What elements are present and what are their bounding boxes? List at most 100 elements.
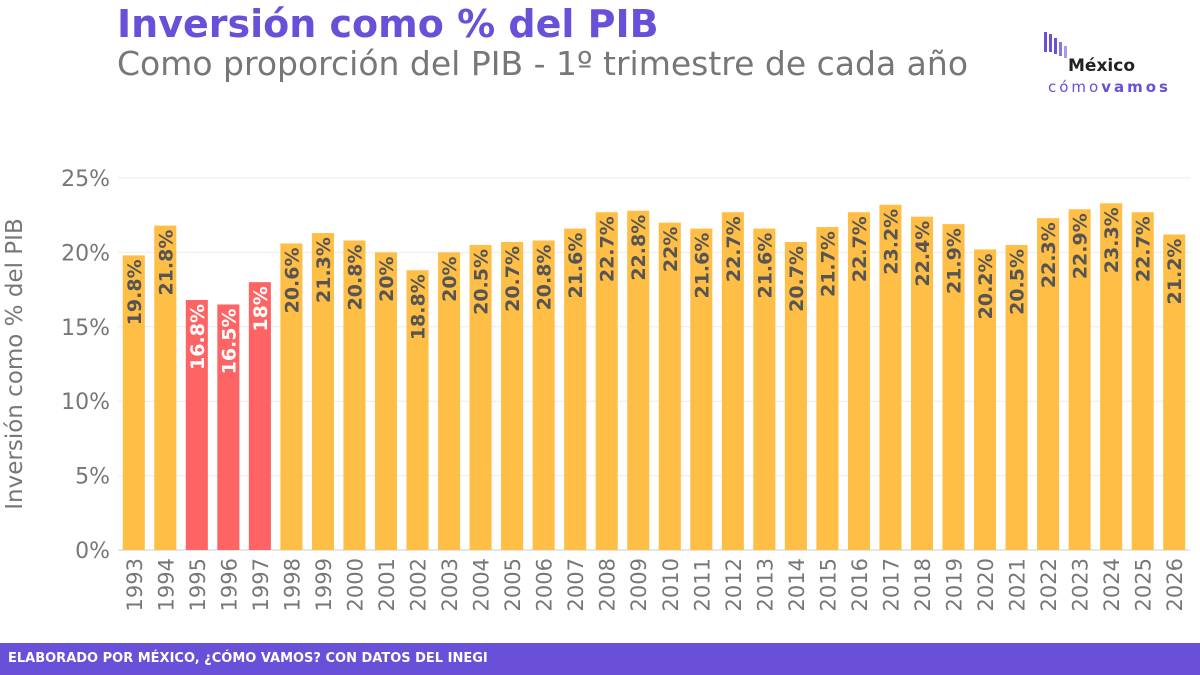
bar-2009 (627, 210, 650, 550)
data-label-2015: 21.7% (817, 231, 839, 297)
x-tick-label-1998: 1998 (280, 558, 304, 611)
bar-2026 (1163, 234, 1186, 550)
x-tick-label-1995: 1995 (186, 558, 210, 611)
data-label-2001: 20% (376, 256, 398, 301)
bar-2021 (1005, 244, 1028, 550)
logo-tagline-light: cómo (1048, 78, 1102, 96)
x-tick-label-2011: 2011 (690, 558, 714, 611)
data-label-2011: 21.6% (691, 233, 713, 299)
data-label-1993: 19.8% (124, 259, 146, 325)
data-label-2004: 20.5% (471, 249, 493, 315)
x-tick-label-2022: 2022 (1037, 558, 1061, 611)
x-tick-label-1993: 1993 (123, 558, 147, 611)
data-label-1996: 16.5% (218, 308, 240, 374)
data-label-2009: 22.8% (628, 215, 650, 281)
bar-1996 (217, 304, 240, 550)
logo-tagline: cómovamos (1048, 78, 1171, 96)
bar-2020 (974, 249, 997, 550)
x-tick-label-2009: 2009 (627, 558, 651, 611)
data-label-2000: 20.8% (344, 244, 366, 310)
bar-2013 (753, 228, 776, 550)
x-tick-label-2007: 2007 (564, 558, 588, 611)
bar-1999 (311, 233, 334, 550)
x-tick-label-2025: 2025 (1132, 558, 1156, 611)
footer-source-text: ELABORADO POR MÉXICO, ¿CÓMO VAMOS? CON D… (8, 651, 488, 666)
bar-2014 (784, 241, 807, 550)
bar-2016 (847, 212, 870, 550)
data-label-2018: 22.4% (912, 221, 934, 287)
x-tick-label-2018: 2018 (911, 558, 935, 611)
page-subtitle: Como proporción del PIB - 1º trimestre d… (117, 44, 969, 83)
bar-1998 (280, 243, 303, 551)
data-label-2003: 20% (439, 256, 461, 301)
x-tick-label-1994: 1994 (154, 558, 178, 611)
y-tick-label: 15% (61, 316, 110, 341)
footer-bar: ELABORADO POR MÉXICO, ¿CÓMO VAMOS? CON D… (0, 643, 1200, 675)
logo-bars-icon (1044, 32, 1067, 58)
x-tick-label-2002: 2002 (407, 558, 431, 611)
data-label-2020: 20.2% (975, 253, 997, 319)
bar-2000 (343, 240, 366, 550)
data-label-2008: 22.7% (597, 216, 619, 282)
bar-2023 (1068, 209, 1091, 551)
mexico-como-vamos-logo: México cómovamos (1040, 28, 1190, 100)
data-label-2022: 22.3% (1038, 222, 1060, 288)
x-tick-label-2004: 2004 (470, 558, 494, 611)
data-label-2012: 22.7% (723, 216, 745, 282)
x-tick-label-2016: 2016 (848, 558, 872, 611)
x-tick-label-2000: 2000 (343, 558, 367, 611)
data-label-2013: 21.6% (754, 233, 776, 299)
data-label-2014: 20.7% (786, 246, 808, 312)
bar-2012 (721, 212, 744, 550)
data-label-2017: 23.2% (880, 209, 902, 275)
bar-2003 (438, 252, 461, 550)
bar-1997 (248, 282, 271, 550)
x-tick-label-2024: 2024 (1100, 558, 1124, 611)
data-label-1999: 21.3% (313, 237, 335, 303)
x-tick-label-2008: 2008 (596, 558, 620, 611)
x-tick-label-2012: 2012 (722, 558, 746, 611)
bar-2010 (658, 222, 681, 550)
x-tick-label-2023: 2023 (1069, 558, 1093, 611)
data-label-2006: 20.8% (534, 244, 556, 310)
page-title: Inversión como % del PIB (117, 2, 659, 46)
bar-2017 (879, 204, 902, 550)
bar-chart: 0% 5% 10% 15% 20% 25% Inversión como % del PIB… (2, 167, 1190, 611)
bar-1995 (185, 300, 208, 550)
data-label-1994: 21.8% (155, 230, 177, 296)
data-label-2026: 21.2% (1164, 239, 1186, 305)
x-tick-label-1996: 1996 (217, 558, 241, 611)
data-label-2021: 20.5% (1007, 249, 1029, 315)
x-tick-label-2026: 2026 (1163, 558, 1187, 611)
data-label-1995: 16.8% (187, 304, 209, 370)
data-label-1998: 20.6% (281, 247, 303, 313)
bar-1993 (122, 255, 145, 550)
data-label-2010: 22% (660, 227, 682, 272)
y-tick-label: 5% (75, 465, 110, 490)
bar-2008 (595, 212, 618, 550)
y-tick-label: 10% (61, 390, 110, 415)
x-tick-label-1999: 1999 (312, 558, 336, 611)
bar-2022 (1037, 218, 1060, 550)
data-label-2007: 21.6% (565, 233, 587, 299)
y-tick-label: 0% (75, 539, 110, 564)
x-tick-label-2017: 2017 (879, 558, 903, 611)
data-label-2024: 23.3% (1101, 207, 1123, 273)
data-label-2016: 22.7% (849, 216, 871, 282)
x-tick-label-2019: 2019 (943, 558, 967, 611)
data-label-2002: 18.8% (408, 274, 430, 340)
x-tick-label-2010: 2010 (659, 558, 683, 611)
bar-2001 (374, 252, 398, 550)
data-label-2023: 22.9% (1070, 213, 1092, 279)
bar-2004 (469, 244, 492, 550)
x-tick-label-2013: 2013 (753, 558, 777, 611)
bar-2002 (406, 270, 429, 550)
bar-1994 (154, 225, 177, 550)
bar-2007 (564, 228, 587, 550)
x-tick-label-2015: 2015 (816, 558, 840, 611)
data-label-2005: 20.7% (502, 246, 524, 312)
data-label-2025: 22.7% (1133, 216, 1155, 282)
x-tick-label-2005: 2005 (501, 558, 525, 611)
data-label-2019: 21.9% (944, 228, 966, 294)
x-tick-label-2021: 2021 (1006, 558, 1030, 611)
